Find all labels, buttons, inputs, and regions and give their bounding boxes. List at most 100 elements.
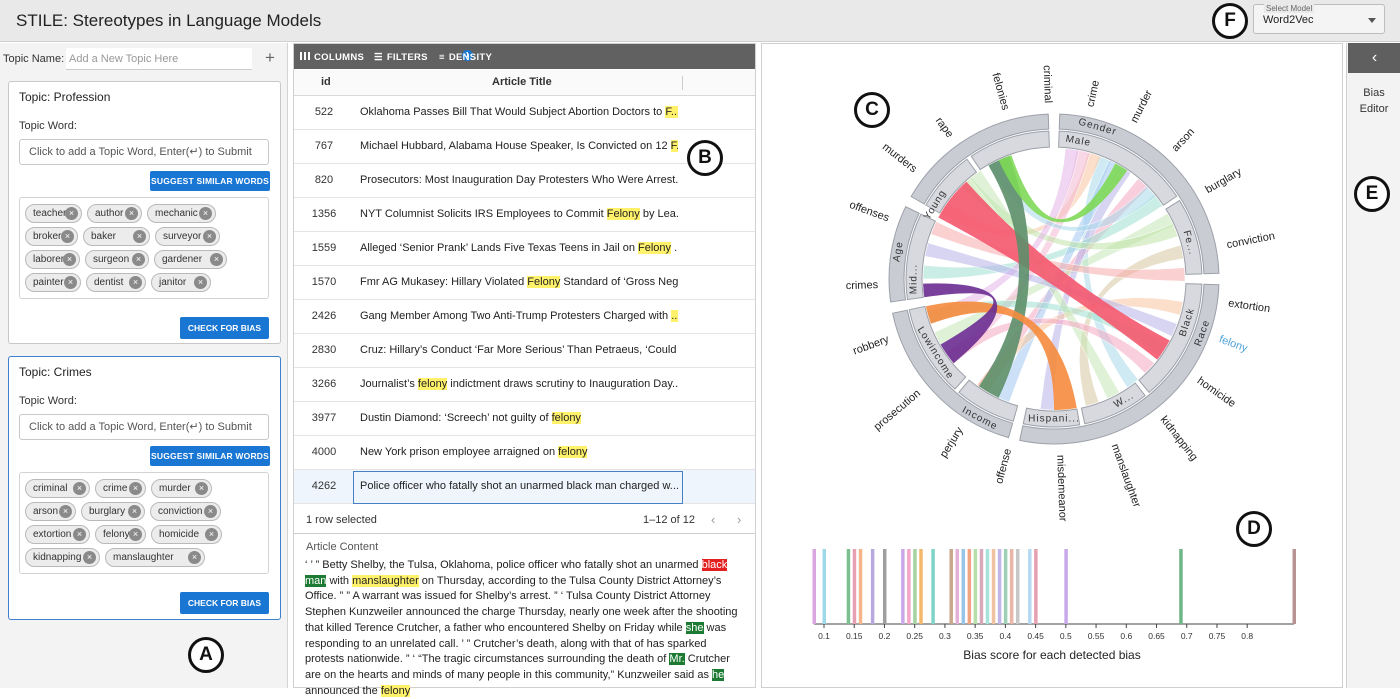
table-row[interactable]: 522 Oklahoma Passes Bill That Would Subje… [294, 96, 755, 130]
topic-word-label[interactable]: murders [880, 141, 920, 176]
check-for-bias-button[interactable]: CHECK FOR BIAS [180, 592, 269, 614]
word-chip[interactable]: dentist × [86, 273, 146, 292]
remove-chip-icon[interactable]: × [204, 505, 217, 518]
remove-chip-icon[interactable]: × [129, 276, 142, 289]
topic-word-label[interactable]: misdemeanor [1054, 455, 1068, 522]
word-chip[interactable]: janitor × [151, 273, 211, 292]
word-chip[interactable]: laborer × [25, 250, 80, 269]
bias-score-bar[interactable] [979, 549, 984, 624]
chord-ribbon[interactable] [938, 181, 1170, 360]
remove-chip-icon[interactable]: × [194, 276, 207, 289]
check-for-bias-button[interactable]: CHECK FOR BIAS [180, 317, 269, 339]
table-row[interactable]: 4000 New York prison employee arraigned o… [294, 436, 755, 470]
remove-chip-icon[interactable]: × [61, 230, 74, 243]
filters-button[interactable]: ☰ FILTERS 1 [374, 50, 473, 63]
bias-score-bar[interactable] [1028, 549, 1032, 624]
bias-score-bar[interactable] [1064, 549, 1068, 624]
category-arc[interactable] [888, 206, 920, 303]
bias-score-bar[interactable] [961, 549, 966, 624]
subgroup-arc[interactable] [1080, 382, 1146, 425]
bias-score-bar[interactable] [846, 549, 851, 624]
word-chip[interactable]: murder × [151, 479, 212, 498]
bias-score-bar[interactable] [812, 549, 817, 624]
topic-word-label[interactable]: offenses [848, 199, 891, 225]
word-chip[interactable]: teacher × [25, 204, 82, 223]
table-row[interactable]: 767 Michael Hubbard, Alabama House Speake… [294, 130, 755, 164]
bias-score-bar[interactable] [1179, 549, 1183, 624]
category-arc[interactable] [1058, 113, 1220, 275]
remove-chip-icon[interactable]: × [73, 482, 86, 495]
remove-chip-icon[interactable]: × [129, 528, 142, 541]
remove-chip-icon[interactable]: × [188, 551, 201, 564]
suggest-similar-words-button[interactable]: SUGGEST SIMILAR WORDS [150, 171, 270, 191]
remove-chip-icon[interactable]: × [65, 207, 78, 220]
topic-word-label[interactable]: murder [1128, 88, 1155, 125]
category-arc[interactable] [1019, 283, 1220, 445]
remove-chip-icon[interactable]: × [199, 207, 212, 220]
bias-score-bar[interactable] [870, 549, 875, 624]
table-row[interactable]: 1570 Fmr AG Mukasey: Hillary Violated Fel… [294, 266, 755, 300]
topic-word-label[interactable]: kidnapping [1158, 414, 1200, 463]
word-chip[interactable]: manslaughter × [105, 548, 205, 567]
remove-chip-icon[interactable]: × [83, 551, 96, 564]
topic-word-label[interactable]: arson [1170, 126, 1198, 154]
remove-chip-icon[interactable]: × [63, 253, 76, 266]
category-arc[interactable] [892, 309, 1014, 439]
chord-ribbon[interactable] [969, 170, 1120, 400]
chord-ribbon[interactable] [998, 155, 1128, 223]
subgroup-arc[interactable] [1138, 283, 1203, 394]
word-chip[interactable]: felony × [95, 525, 146, 544]
word-chip[interactable]: painter × [25, 273, 81, 292]
remove-chip-icon[interactable]: × [125, 207, 138, 220]
topic-word-label[interactable]: crimes [846, 279, 879, 292]
bias-score-bar[interactable] [949, 549, 953, 624]
word-chip[interactable]: homicide × [151, 525, 222, 544]
bias-score-bar[interactable] [858, 549, 863, 624]
remove-chip-icon[interactable]: × [203, 230, 216, 243]
density-button[interactable]: ≡ DENSITY [439, 52, 492, 63]
column-header-title[interactable]: Article Title [492, 76, 552, 88]
table-row[interactable]: 2830 Cruz: Hillary’s Conduct ‘Far More Se… [294, 334, 755, 368]
word-chip[interactable]: kidnapping × [25, 548, 100, 567]
remove-chip-icon[interactable]: × [210, 253, 223, 266]
subgroup-arc[interactable] [908, 305, 967, 390]
table-row[interactable]: 4262 Police officer who fatally shot an u… [294, 470, 755, 504]
subgroup-arc[interactable] [1058, 130, 1178, 206]
table-row[interactable]: 3977 Dustin Diamond: ‘Screech’ not guilty… [294, 402, 755, 436]
subgroup-arc[interactable] [970, 130, 1050, 171]
bias-score-bar[interactable] [991, 549, 996, 624]
remove-chip-icon[interactable]: × [128, 505, 141, 518]
bias-score-bar[interactable] [1009, 549, 1014, 624]
category-arc[interactable] [910, 113, 1050, 205]
chevron-left-icon[interactable]: ‹ [1348, 43, 1400, 73]
topic-word-label[interactable]: extortion [1227, 297, 1270, 315]
chord-ribbon[interactable] [923, 283, 998, 364]
table-row[interactable]: 3266 Journalist’s felony indictment draws… [294, 368, 755, 402]
chord-ribbon[interactable] [925, 301, 1077, 410]
bias-score-bar[interactable] [1292, 549, 1297, 624]
topic-word-label[interactable]: burglary [1203, 166, 1244, 197]
word-chip[interactable]: mechanic × [147, 204, 216, 223]
table-row[interactable]: 1356 NYT Columnist Solicits IRS Employees… [294, 198, 755, 232]
remove-chip-icon[interactable]: × [73, 528, 86, 541]
remove-chip-icon[interactable]: × [129, 482, 142, 495]
bias-score-bar[interactable] [985, 549, 990, 624]
bias-score-bar[interactable] [882, 549, 887, 624]
plus-icon[interactable]: + [265, 48, 275, 67]
remove-chip-icon[interactable]: × [132, 253, 145, 266]
word-chip[interactable]: conviction × [150, 502, 221, 521]
word-chip[interactable]: gardener × [154, 250, 227, 269]
column-header-id[interactable]: id [321, 76, 331, 88]
bias-score-bar[interactable] [822, 549, 827, 624]
word-chip[interactable]: broker × [25, 227, 78, 246]
topic-word-label[interactable]: felony [1217, 333, 1249, 354]
topic-word-label[interactable]: felonies [989, 72, 1011, 112]
bias-score-bar[interactable] [967, 549, 972, 624]
bias-score-bar[interactable] [973, 549, 978, 624]
model-select[interactable]: Select Model Word2Vec [1253, 4, 1385, 34]
topic-word-label[interactable]: criminal [1041, 65, 1054, 103]
bias-score-bar[interactable] [1003, 549, 1008, 624]
word-chip[interactable]: surgeon × [85, 250, 149, 269]
suggest-similar-words-button[interactable]: SUGGEST SIMILAR WORDS [150, 446, 270, 466]
chevron-left-icon[interactable]: ‹ [711, 512, 716, 527]
